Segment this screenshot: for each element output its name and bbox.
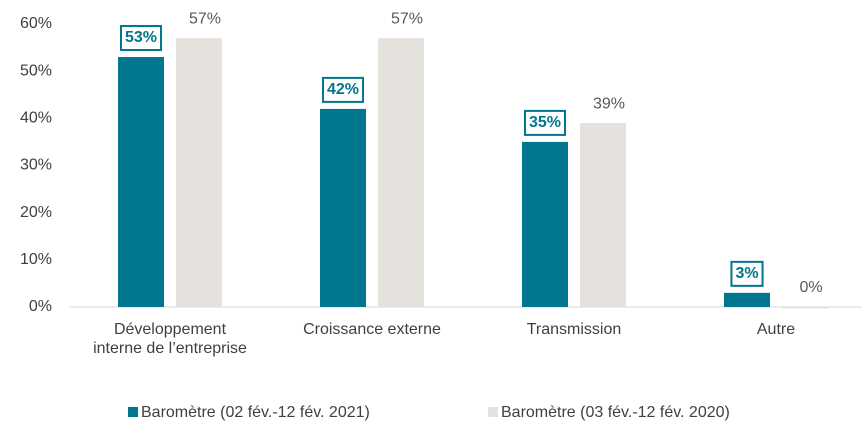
value-label: 0% xyxy=(799,279,822,296)
legend-label: Baromètre (03 fév.-12 fév. 2020) xyxy=(501,404,730,421)
y-tick-label: 60% xyxy=(20,15,52,32)
y-tick-label: 40% xyxy=(20,110,52,127)
legend-label: Baromètre (02 fév.-12 fév. 2021) xyxy=(141,404,370,421)
value-label: 57% xyxy=(189,10,221,27)
y-tick-label: 30% xyxy=(20,157,52,174)
x-tick-label: Autre xyxy=(756,321,796,338)
x-tick-label: Transmission xyxy=(526,321,622,338)
legend-swatch xyxy=(488,407,498,417)
y-tick-label: 20% xyxy=(20,204,52,221)
y-tick-label: 10% xyxy=(20,251,52,268)
value-label-box xyxy=(523,109,567,136)
bar xyxy=(320,108,366,308)
value-label: 42% xyxy=(327,81,359,98)
legend-swatch xyxy=(128,407,138,417)
value-label-box xyxy=(119,25,163,52)
value-label: 3% xyxy=(735,265,758,282)
x-tick-label: Croissance externe xyxy=(303,321,441,338)
bar xyxy=(724,292,770,307)
bar xyxy=(782,307,828,309)
bar xyxy=(378,38,424,308)
bar xyxy=(522,141,568,307)
value-label-box xyxy=(730,260,764,287)
y-tick-label: 50% xyxy=(20,62,52,79)
value-label: 57% xyxy=(391,10,423,27)
value-label: 35% xyxy=(529,114,561,131)
value-label-box xyxy=(321,76,365,103)
bar xyxy=(176,38,222,308)
x-tick-label: Développement interne de l’entreprise xyxy=(93,321,247,357)
value-label: 53% xyxy=(125,29,157,46)
bar xyxy=(580,123,626,307)
bar xyxy=(118,57,164,308)
value-label: 39% xyxy=(593,95,625,112)
y-tick-label: 0% xyxy=(29,298,52,315)
